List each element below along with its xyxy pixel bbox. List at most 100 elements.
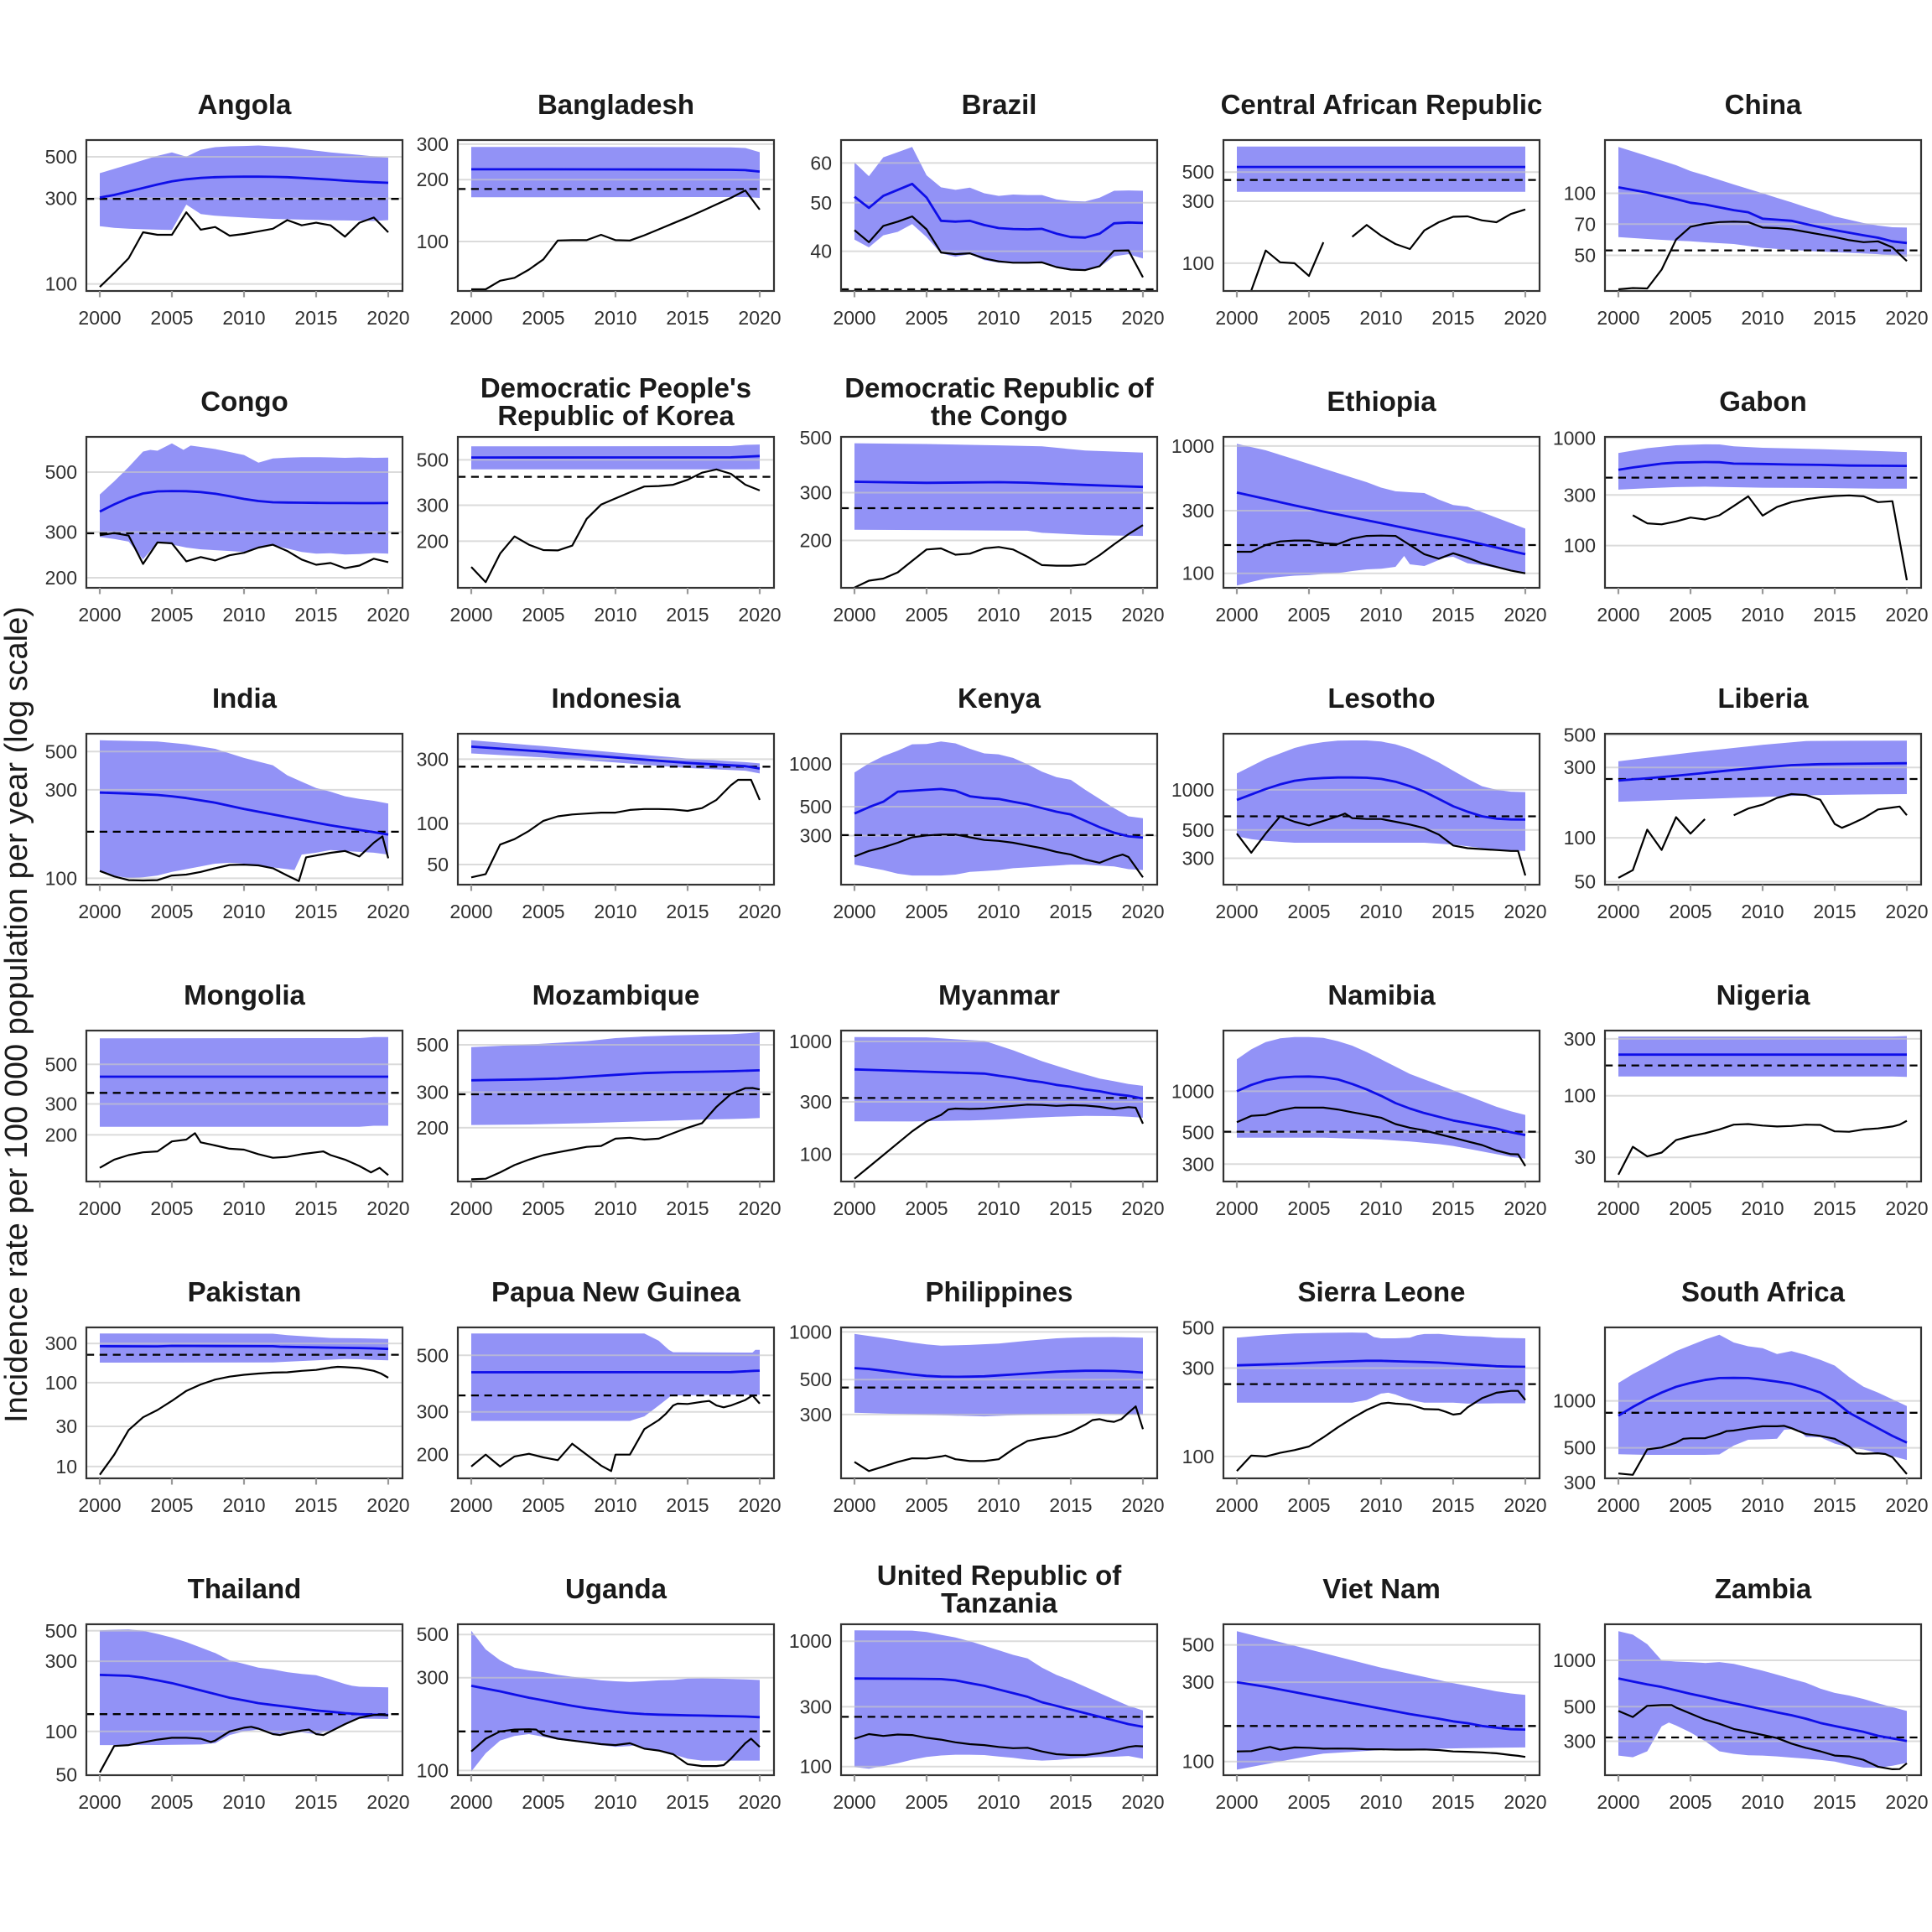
svg-text:300: 300: [417, 1082, 449, 1104]
svg-text:2000: 2000: [78, 1494, 121, 1516]
svg-text:2005: 2005: [150, 1197, 193, 1219]
svg-text:50: 50: [1574, 871, 1596, 893]
svg-text:United Republic of: United Republic of: [877, 1560, 1123, 1591]
svg-text:500: 500: [1182, 1121, 1214, 1143]
svg-text:Democratic Republic of: Democratic Republic of: [844, 372, 1155, 403]
svg-text:300: 300: [800, 1696, 832, 1717]
svg-text:2015: 2015: [666, 604, 709, 626]
svg-text:2020: 2020: [738, 1197, 781, 1219]
svg-text:100: 100: [417, 1759, 449, 1781]
svg-text:2020: 2020: [366, 1791, 409, 1813]
svg-text:2005: 2005: [905, 1494, 948, 1516]
svg-text:100: 100: [1564, 183, 1596, 205]
svg-text:2015: 2015: [294, 1494, 337, 1516]
svg-text:200: 200: [45, 1124, 77, 1145]
svg-text:Angola: Angola: [198, 89, 292, 120]
svg-text:South Africa: South Africa: [1681, 1276, 1846, 1307]
svg-text:300: 300: [1564, 1472, 1596, 1493]
svg-text:2020: 2020: [366, 604, 409, 626]
svg-text:2000: 2000: [1215, 307, 1258, 329]
svg-text:Mozambique: Mozambique: [532, 979, 700, 1010]
svg-text:2005: 2005: [1287, 307, 1330, 329]
svg-text:2005: 2005: [1669, 901, 1711, 922]
svg-text:2020: 2020: [366, 307, 409, 329]
svg-text:300: 300: [800, 1404, 832, 1426]
svg-text:2005: 2005: [1669, 1494, 1711, 1516]
svg-text:Pakistan: Pakistan: [188, 1276, 302, 1307]
svg-text:500: 500: [45, 1053, 77, 1075]
svg-text:2015: 2015: [294, 901, 337, 922]
svg-text:2005: 2005: [150, 1494, 193, 1516]
svg-text:2010: 2010: [977, 1494, 1020, 1516]
svg-text:300: 300: [800, 482, 832, 504]
svg-text:100: 100: [1182, 1446, 1214, 1467]
svg-text:2020: 2020: [1885, 901, 1928, 922]
svg-text:2015: 2015: [1049, 1197, 1092, 1219]
svg-text:2005: 2005: [905, 901, 948, 922]
svg-text:Indonesia: Indonesia: [551, 683, 681, 714]
svg-text:2015: 2015: [294, 1197, 337, 1219]
svg-text:2005: 2005: [522, 1791, 564, 1813]
svg-text:100: 100: [417, 813, 449, 834]
svg-text:2015: 2015: [1813, 901, 1856, 922]
svg-text:Ethiopia: Ethiopia: [1327, 386, 1436, 417]
svg-text:2010: 2010: [1741, 604, 1784, 626]
svg-text:50: 50: [1574, 245, 1596, 267]
svg-text:500: 500: [45, 740, 77, 762]
svg-text:2020: 2020: [1504, 1791, 1546, 1813]
svg-text:100: 100: [1182, 252, 1214, 274]
svg-text:2015: 2015: [1431, 604, 1474, 626]
svg-text:Lesotho: Lesotho: [1327, 683, 1435, 714]
svg-text:2000: 2000: [449, 901, 492, 922]
svg-text:2015: 2015: [1049, 604, 1092, 626]
svg-text:2020: 2020: [1504, 1197, 1546, 1219]
svg-text:2000: 2000: [1215, 1197, 1258, 1219]
svg-text:300: 300: [1564, 1028, 1596, 1050]
svg-text:2000: 2000: [1597, 1197, 1639, 1219]
svg-text:2000: 2000: [1215, 901, 1258, 922]
svg-text:100: 100: [45, 273, 77, 295]
svg-text:Zambia: Zambia: [1715, 1573, 1812, 1604]
svg-text:2010: 2010: [1741, 1197, 1784, 1219]
svg-text:500: 500: [45, 146, 77, 168]
svg-text:China: China: [1725, 89, 1802, 120]
svg-text:2010: 2010: [977, 1197, 1020, 1219]
svg-text:300: 300: [417, 133, 449, 155]
svg-text:2010: 2010: [1359, 1494, 1402, 1516]
svg-text:Uganda: Uganda: [565, 1573, 667, 1604]
svg-text:2005: 2005: [1287, 1197, 1330, 1219]
svg-text:300: 300: [417, 1401, 449, 1423]
svg-text:300: 300: [800, 1091, 832, 1113]
svg-text:1000: 1000: [1171, 1080, 1214, 1102]
svg-text:500: 500: [1564, 1437, 1596, 1459]
svg-text:Brazil: Brazil: [962, 89, 1037, 120]
svg-text:500: 500: [800, 427, 832, 449]
svg-text:Congo: Congo: [200, 386, 288, 417]
svg-text:2020: 2020: [1885, 1494, 1928, 1516]
svg-text:2010: 2010: [594, 1197, 636, 1219]
svg-text:2020: 2020: [738, 604, 781, 626]
svg-text:500: 500: [1182, 1317, 1214, 1339]
svg-text:500: 500: [1182, 819, 1214, 841]
svg-text:2005: 2005: [905, 1197, 948, 1219]
svg-text:300: 300: [45, 779, 77, 801]
svg-text:2020: 2020: [366, 1494, 409, 1516]
svg-text:India: India: [212, 683, 278, 714]
svg-text:2020: 2020: [1504, 901, 1546, 922]
svg-text:2020: 2020: [738, 1791, 781, 1813]
svg-text:2015: 2015: [1813, 307, 1856, 329]
svg-text:2010: 2010: [594, 1494, 636, 1516]
svg-text:2000: 2000: [1597, 604, 1639, 626]
svg-text:2010: 2010: [1359, 901, 1402, 922]
svg-text:Democratic People's: Democratic People's: [480, 372, 751, 403]
svg-text:100: 100: [1182, 1751, 1214, 1773]
svg-text:500: 500: [417, 1623, 449, 1645]
svg-text:300: 300: [1182, 190, 1214, 212]
svg-text:70: 70: [1574, 213, 1596, 235]
svg-text:2000: 2000: [78, 307, 121, 329]
svg-text:200: 200: [417, 1117, 449, 1139]
svg-text:Central African Republic: Central African Republic: [1221, 89, 1543, 120]
svg-text:Nigeria: Nigeria: [1716, 979, 1811, 1010]
svg-text:200: 200: [417, 1444, 449, 1466]
svg-text:2015: 2015: [294, 307, 337, 329]
